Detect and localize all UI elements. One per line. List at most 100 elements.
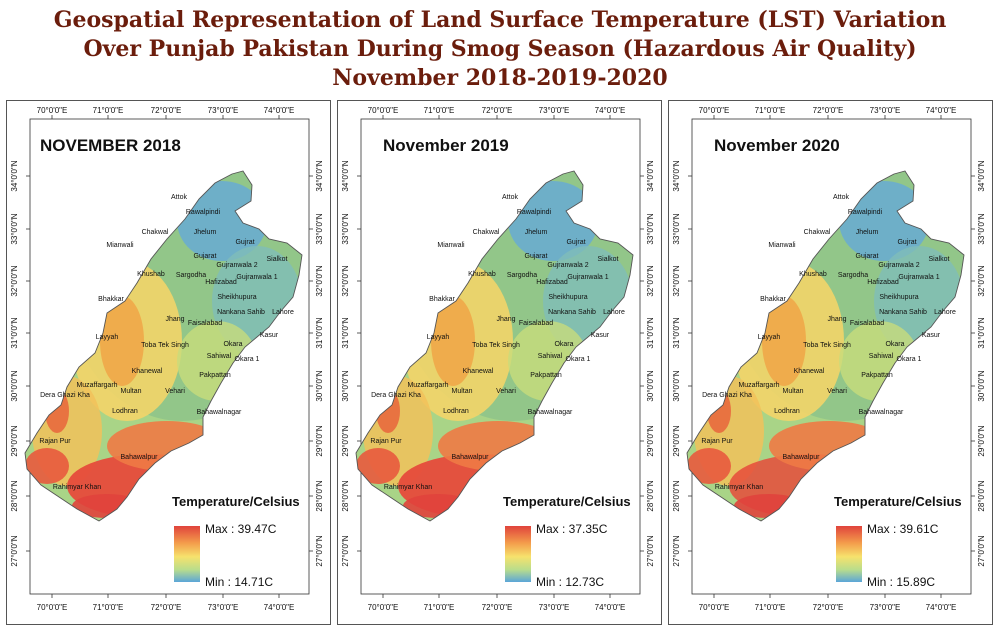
- district-label: Mianwali: [768, 242, 796, 249]
- latitude-tick-label: 28°0'0"N: [672, 480, 681, 511]
- latitude-tick-label: 27°0'0"N: [672, 535, 681, 566]
- district-label: Rawalpindi: [848, 209, 883, 216]
- district-label: Mianwali: [437, 242, 465, 249]
- latitude-tick-label: 28°0'0"N: [341, 480, 350, 511]
- district-label: Multan: [782, 388, 803, 395]
- district-label: Dera Ghazi Kha: [371, 392, 421, 399]
- legend-max-label: Max : 37.35C: [536, 522, 608, 536]
- map-panel-2020: 70°0'0"E 70°0'0"E 71°0'0"E 71°0'0"E 72°0'0"E…: [668, 100, 993, 625]
- longitude-tick-label: 74°0'0"E: [595, 603, 626, 612]
- district-label: Chakwal: [804, 229, 831, 236]
- district-label: Hafizabad: [867, 279, 899, 286]
- longitude-tick-label: 74°0'0"E: [595, 106, 626, 115]
- district-label: Lodhran: [112, 408, 138, 415]
- district-label: Rahimyar Khan: [384, 484, 432, 491]
- longitude-tick-label: 74°0'0"E: [264, 603, 295, 612]
- latitude-tick-label: 29°0'0"N: [646, 425, 655, 456]
- district-label: Multan: [120, 388, 141, 395]
- longitude-tick-label: 73°0'0"E: [870, 106, 901, 115]
- latitude-tick-label: 33°0'0"N: [977, 213, 986, 244]
- longitude-tick-label: 73°0'0"E: [870, 603, 901, 612]
- legend-title: Temperature/Celsius: [172, 494, 300, 509]
- district-label: Khushab: [799, 271, 827, 278]
- district-label: Okara: [885, 341, 904, 348]
- district-label: Kasur: [260, 332, 279, 339]
- title-line-1: Geospatial Representation of Land Surfac…: [53, 7, 947, 33]
- district-label: Okara: [554, 341, 573, 348]
- latitude-tick-label: 28°0'0"N: [315, 480, 324, 511]
- latitude-tick-label: 34°0'0"N: [977, 160, 986, 191]
- panel-year-label: November 2020: [714, 136, 840, 155]
- latitude-tick-label: 27°0'0"N: [10, 535, 19, 566]
- latitude-tick-label: 31°0'0"N: [341, 317, 350, 348]
- longitude-tick-label: 72°0'0"E: [151, 603, 182, 612]
- latitude-tick-label: 32°0'0"N: [646, 265, 655, 296]
- district-label: Faisalabad: [188, 320, 222, 327]
- district-label: Khanewal: [794, 368, 825, 375]
- map-panel-2018: 70°0'0"E 70°0'0"E 71°0'0"E 71°0'0"E 72°0'0"E…: [6, 100, 331, 625]
- latitude-tick-label: 30°0'0"N: [977, 370, 986, 401]
- longitude-tick-label: 73°0'0"E: [208, 106, 239, 115]
- district-label: Dera Ghazi Kha: [40, 392, 90, 399]
- district-label: Jhang: [827, 316, 846, 323]
- district-label: Rawalpindi: [517, 209, 552, 216]
- legend-title: Temperature/Celsius: [834, 494, 962, 509]
- latitude-tick-label: 29°0'0"N: [341, 425, 350, 456]
- district-label: Kasur: [591, 332, 610, 339]
- longitude-tick-label: 71°0'0"E: [93, 106, 124, 115]
- district-label: Vehari: [827, 388, 847, 395]
- legend-max-label: Max : 39.47C: [205, 522, 277, 536]
- latitude-tick-label: 29°0'0"N: [10, 425, 19, 456]
- district-label: Mianwali: [106, 242, 134, 249]
- latitude-tick-label: 33°0'0"N: [672, 213, 681, 244]
- latitude-tick-label: 30°0'0"N: [672, 370, 681, 401]
- latitude-tick-label: 31°0'0"N: [646, 317, 655, 348]
- district-label: Sheikhupura: [548, 294, 587, 301]
- district-label: Chakwal: [473, 229, 500, 236]
- district-label: Gujarat: [194, 253, 217, 260]
- district-label: Gujarat: [525, 253, 548, 260]
- latitude-tick-label: 29°0'0"N: [315, 425, 324, 456]
- district-label: Sahiwal: [538, 353, 563, 360]
- latitude-tick-label: 34°0'0"N: [646, 160, 655, 191]
- district-label: Khanewal: [132, 368, 163, 375]
- district-label: Lodhran: [443, 408, 469, 415]
- district-label: Nankana Sahib: [217, 309, 265, 316]
- district-label: Gujranwala 1: [567, 274, 608, 281]
- district-label: Attok: [171, 194, 187, 201]
- longitude-tick-label: 74°0'0"E: [926, 106, 957, 115]
- latitude-tick-label: 32°0'0"N: [341, 265, 350, 296]
- district-label: Gujranwala 2: [216, 262, 257, 269]
- latitude-tick-label: 28°0'0"N: [977, 480, 986, 511]
- district-label: Rajan Pur: [701, 438, 733, 445]
- district-label: Bahawalnagar: [197, 409, 242, 416]
- latitude-tick-label: 34°0'0"N: [672, 160, 681, 191]
- district-label: Hafizabad: [536, 279, 568, 286]
- longitude-tick-label: 73°0'0"E: [539, 603, 570, 612]
- latitude-tick-label: 32°0'0"N: [10, 265, 19, 296]
- legend-max-label: Max : 39.61C: [867, 522, 939, 536]
- district-label: Okara 1: [235, 356, 260, 363]
- longitude-tick-label: 73°0'0"E: [208, 603, 239, 612]
- district-label: Faisalabad: [850, 320, 884, 327]
- district-label: Nankana Sahib: [879, 309, 927, 316]
- title-line-2: Over Punjab Pakistan During Smog Season …: [83, 36, 917, 62]
- legend-color-ramp: [836, 526, 862, 582]
- latitude-tick-label: 30°0'0"N: [10, 370, 19, 401]
- latitude-tick-label: 34°0'0"N: [315, 160, 324, 191]
- district-label: Muzaffargarh: [738, 382, 779, 389]
- legend-min-label: Min : 14.71C: [205, 575, 274, 589]
- longitude-tick-label: 71°0'0"E: [755, 603, 786, 612]
- district-label: Sialkot: [928, 256, 949, 263]
- latitude-tick-label: 27°0'0"N: [977, 535, 986, 566]
- legend-min-label: Min : 12.73C: [536, 575, 605, 589]
- longitude-tick-label: 74°0'0"E: [264, 106, 295, 115]
- district-label: Bahawalpur: [452, 454, 490, 461]
- district-label: Sialkot: [266, 256, 287, 263]
- longitude-tick-label: 71°0'0"E: [424, 106, 455, 115]
- longitude-tick-label: 70°0'0"E: [368, 106, 399, 115]
- legend-color-ramp: [174, 526, 200, 582]
- district-label: Rahimyar Khan: [715, 484, 763, 491]
- legend-color-ramp: [505, 526, 531, 582]
- district-label: Pakpattan: [199, 372, 231, 379]
